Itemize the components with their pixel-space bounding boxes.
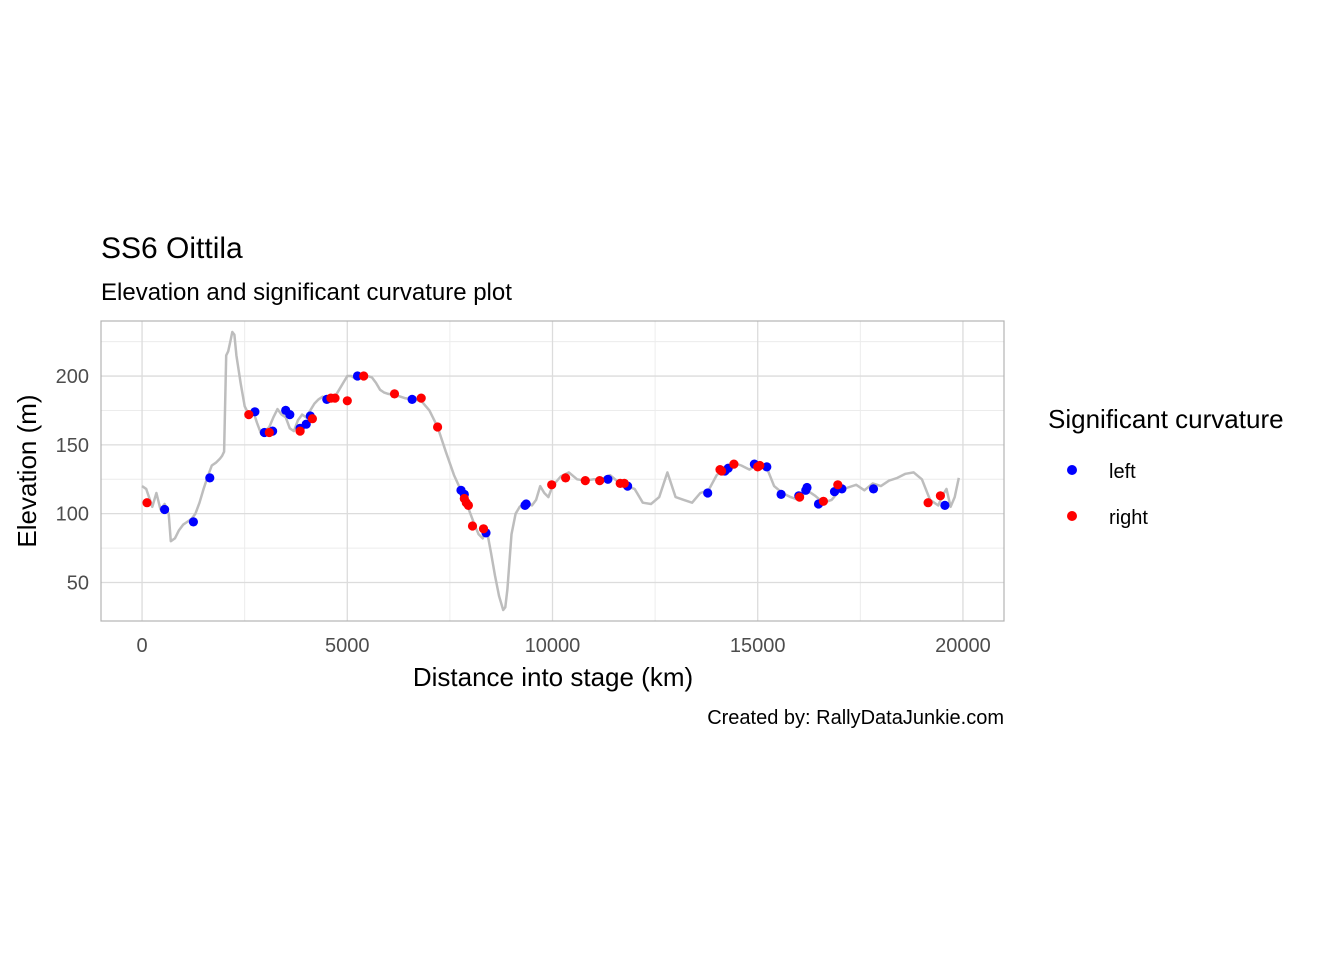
point-right [547,480,557,490]
legend-key-right [1067,511,1077,521]
point-left [829,487,840,497]
y-tick-label: 150 [56,435,89,457]
legend-label-left: left [1109,461,1136,483]
point-left [521,499,531,509]
point-right [342,396,352,406]
point-right [755,460,765,471]
point-left [301,419,311,429]
legend-label-right: right [1109,507,1148,529]
x-tick-label: 15000 [730,635,786,657]
y-axis-ticks: 50 100 150 200 [56,366,89,594]
x-tick-label: 5000 [325,635,370,657]
point-right [833,480,843,490]
point-right [729,459,739,469]
point-right [619,478,629,488]
point-right [463,500,473,510]
grid-major [101,321,1004,621]
legend-title: Significant curvature [1048,404,1284,434]
point-right [359,371,369,381]
point-left [940,500,950,510]
point-right [818,496,829,506]
point-left [868,484,879,494]
point-left [205,473,215,483]
chart-title: SS6 Oittila [101,232,243,265]
chart-caption: Created by: RallyDataJunkie.com [707,707,1004,729]
point-right [580,476,590,486]
curvature-points [142,371,950,538]
x-tick-label: 10000 [525,635,581,657]
y-tick-label: 200 [56,366,89,388]
y-tick-label: 100 [56,504,89,526]
point-right [142,498,152,508]
point-right [467,521,478,531]
chart-subtitle: Elevation and significant curvature plot [101,279,512,306]
point-right [307,414,317,424]
point-right [923,498,933,508]
point-right [561,473,571,483]
y-axis-label: Elevation (m) [12,394,42,547]
x-axis-ticks: 0 5000 10000 15000 20000 [136,635,990,657]
point-right [478,524,489,534]
point-left [285,410,295,420]
point-right [595,476,605,486]
plot-border [100,320,1005,622]
point-left [188,517,198,527]
point-left [802,482,812,493]
point-right [433,422,443,432]
point-right [389,389,400,399]
point-right [244,410,254,420]
point-left [603,474,613,484]
point-left [160,504,170,515]
plot-area [100,320,1005,622]
point-right [264,427,274,438]
point-left [776,489,786,499]
legend: Significant curvature left right [1048,404,1284,529]
y-tick-label: 50 [67,572,89,594]
point-right [295,426,305,436]
point-left [407,394,417,404]
point-right [717,466,727,476]
point-right [935,491,946,501]
point-right [416,393,426,403]
point-right [330,393,340,403]
x-tick-label: 0 [136,635,147,657]
point-left [703,488,713,498]
x-axis-label: Distance into stage (km) [413,662,693,692]
legend-key-left [1067,465,1077,475]
point-left [762,462,772,472]
point-right [795,492,805,502]
x-tick-label: 20000 [935,635,991,657]
